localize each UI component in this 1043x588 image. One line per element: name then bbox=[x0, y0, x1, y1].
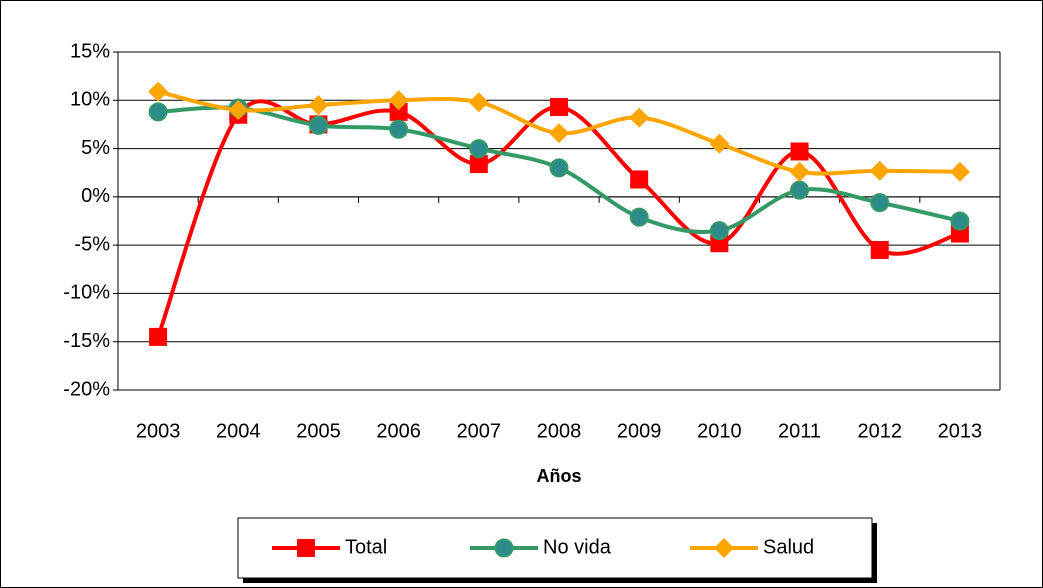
data-point bbox=[389, 102, 408, 121]
data-point bbox=[469, 155, 488, 174]
data-point bbox=[789, 161, 810, 182]
y-tick-label: -5% bbox=[74, 233, 110, 255]
y-tick-label: -15% bbox=[63, 330, 110, 352]
data-point bbox=[629, 107, 650, 128]
data-point bbox=[388, 90, 409, 111]
x-tick-label: 2008 bbox=[537, 420, 582, 442]
y-tick-label: 15% bbox=[70, 40, 110, 62]
x-axis-label: Años bbox=[537, 466, 582, 486]
x-tick-label: 2010 bbox=[697, 420, 742, 442]
legend-box bbox=[237, 517, 873, 579]
data-point bbox=[550, 98, 568, 117]
data-point bbox=[629, 207, 649, 227]
y-tick-label: 0% bbox=[81, 185, 110, 207]
data-point bbox=[149, 327, 168, 346]
x-tick-label: 2004 bbox=[216, 420, 261, 442]
x-tick-label: 2009 bbox=[617, 420, 662, 442]
data-point bbox=[308, 115, 328, 135]
data-point bbox=[870, 193, 890, 213]
data-point bbox=[709, 221, 729, 241]
x-tick-label: 2013 bbox=[938, 420, 983, 442]
x-tick-label: 2003 bbox=[136, 420, 181, 442]
y-tick-label: 5% bbox=[81, 137, 110, 159]
x-tick-label: 2007 bbox=[457, 420, 502, 442]
legend-marker bbox=[714, 538, 734, 558]
legend-label: No vida bbox=[543, 536, 612, 558]
y-tick-label: -20% bbox=[63, 378, 110, 400]
data-point bbox=[790, 142, 809, 161]
data-point bbox=[549, 123, 569, 144]
data-point bbox=[870, 240, 889, 259]
y-tick-label: -10% bbox=[63, 282, 110, 304]
x-tick-label: 2006 bbox=[376, 420, 421, 442]
x-tick-label: 2005 bbox=[296, 420, 341, 442]
data-point bbox=[389, 119, 409, 139]
legend-marker bbox=[494, 538, 514, 558]
data-point bbox=[228, 99, 249, 120]
data-point bbox=[949, 161, 970, 182]
data-point bbox=[709, 133, 730, 154]
data-point bbox=[469, 139, 489, 159]
data-point bbox=[549, 158, 569, 178]
data-point bbox=[148, 102, 168, 122]
x-tick-label: 2011 bbox=[778, 420, 821, 442]
data-point bbox=[148, 81, 169, 102]
data-point bbox=[869, 160, 890, 181]
x-tick-label: 2012 bbox=[857, 420, 902, 442]
y-tick-label: 10% bbox=[70, 89, 110, 111]
data-point bbox=[630, 170, 649, 189]
legend-label: Total bbox=[345, 536, 387, 558]
data-point bbox=[468, 92, 489, 113]
data-point bbox=[308, 95, 329, 116]
legend-label: Salud bbox=[763, 536, 814, 558]
legend-marker bbox=[297, 539, 315, 557]
data-point bbox=[950, 211, 970, 231]
data-point bbox=[790, 180, 810, 200]
